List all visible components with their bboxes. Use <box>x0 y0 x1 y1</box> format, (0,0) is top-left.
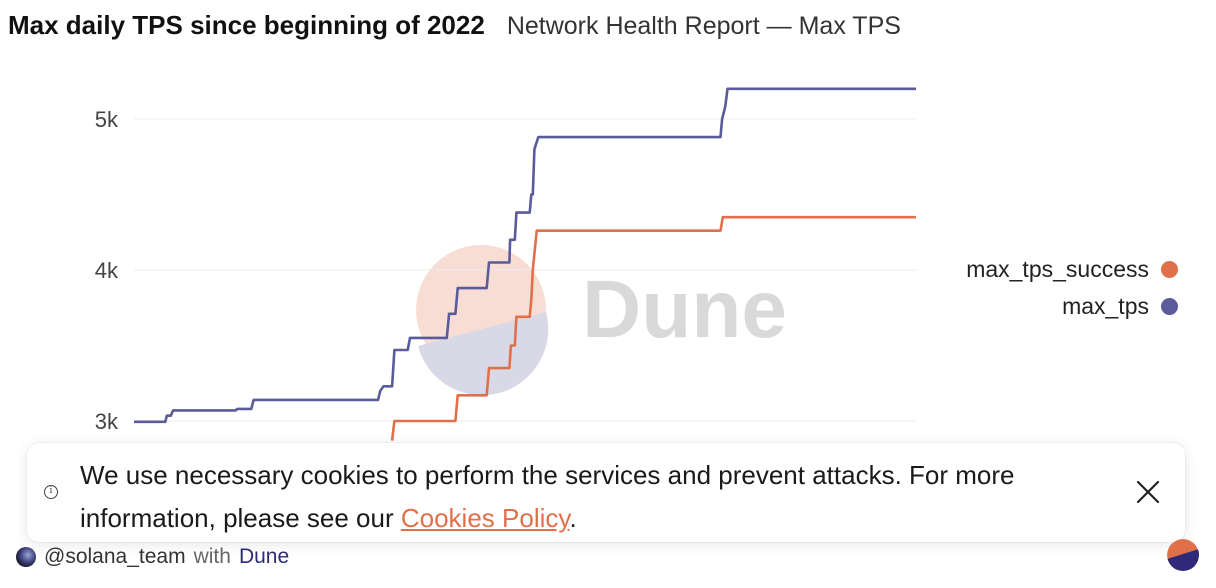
legend-item-max-tps[interactable]: max_tps <box>1062 293 1178 320</box>
close-icon[interactable] <box>1135 479 1161 505</box>
legend-dot-icon <box>1161 298 1178 315</box>
dune-watermark-text: Dune <box>582 264 787 355</box>
footer-dune-link[interactable]: Dune <box>238 545 290 568</box>
legend-dot-icon <box>1161 261 1178 278</box>
cookie-banner: i We use necessary cookies to perform th… <box>27 443 1185 542</box>
cookie-message: We use necessary cookies to perform the … <box>80 454 1120 540</box>
chart-subtitle: Network Health Report — Max TPS <box>506 12 901 40</box>
y-tick-label: 5k <box>95 107 119 132</box>
legend-label: max_tps <box>1062 293 1149 319</box>
cookies-policy-link[interactable]: Cookies Policy <box>400 503 570 533</box>
chart-title: Max daily TPS since beginning of 2022 <box>8 10 485 40</box>
cookie-message-text: We use necessary cookies to perform the … <box>80 460 1015 533</box>
chart-legend: max_tps_success max_tps <box>966 256 1178 320</box>
legend-label: max_tps_success <box>966 256 1149 282</box>
y-axis: 3k 4k 5k <box>95 107 119 434</box>
chart-series <box>134 87 916 441</box>
series-line-max-tps[interactable] <box>134 87 916 424</box>
y-tick-label: 4k <box>95 258 119 283</box>
footer-with-text: with <box>193 545 231 568</box>
y-tick-label: 3k <box>95 409 119 434</box>
series-line-max-tps-success[interactable] <box>390 215 916 441</box>
info-icon: i <box>44 485 58 499</box>
cookie-message-end: . <box>569 503 577 533</box>
avatar <box>16 547 36 567</box>
chart-grid <box>134 118 916 422</box>
legend-item-max-tps-success[interactable]: max_tps_success <box>966 256 1178 283</box>
chart-header: Max daily TPS since beginning of 2022 Ne… <box>8 10 901 44</box>
dune-watermark: Dune <box>416 245 787 396</box>
dune-logo-icon[interactable] <box>1167 539 1199 571</box>
footer-credit: @solana_team with Dune <box>16 545 289 569</box>
footer-handle[interactable]: @solana_team <box>44 545 186 568</box>
